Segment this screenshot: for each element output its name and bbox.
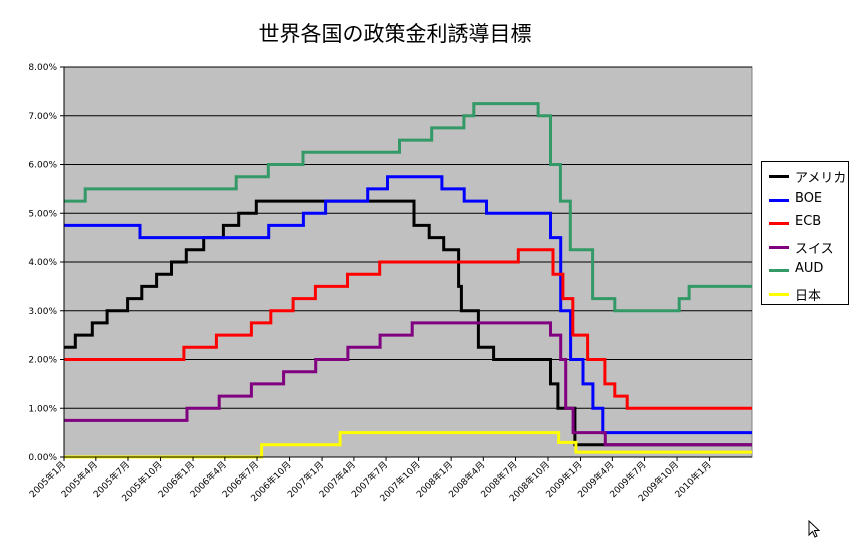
legend-item: ECB — [766, 212, 850, 234]
legend-label: AUD — [795, 261, 824, 276]
y-tick-label: 1.00% — [28, 404, 57, 414]
legend-item: AUD — [766, 259, 850, 281]
series-line-AUD — [64, 102, 752, 313]
legend-label: ECB — [795, 214, 822, 229]
legend-item: スイス — [766, 236, 850, 258]
y-tick-label: 3.00% — [28, 307, 57, 317]
series-line-ECB — [64, 248, 752, 410]
series-line-日本 — [64, 431, 752, 459]
y-tick-label: 0.00% — [28, 453, 57, 463]
y-tick-label: 7.00% — [28, 112, 57, 122]
legend-swatch — [769, 292, 789, 296]
y-tick-label: 6.00% — [28, 161, 57, 171]
legend-label: BOE — [795, 190, 823, 206]
series-line-スイス — [64, 321, 752, 447]
x-axis: 2005年1月2005年4月2005年7月2005年10月2006年1月2006… — [27, 457, 714, 504]
legend-swatch — [769, 245, 789, 249]
y-tick-label: 5.00% — [28, 209, 57, 219]
legend-label: アメリカ — [795, 171, 847, 186]
y-tick-label: 8.00% — [28, 63, 57, 73]
series-line-BOE — [64, 175, 752, 435]
legend-swatch — [769, 175, 789, 178]
y-axis: 0.00% 1.00% 2.00% 3.00% 4.00% 5.00% 6.00% 7.00%… — [28, 63, 752, 463]
legend-item: アメリカ — [766, 165, 850, 187]
mouse-cursor-icon — [808, 520, 821, 538]
chart-title: 世界各国の政策金利誘導目標 — [258, 22, 532, 46]
legend-item: BOE — [766, 189, 850, 211]
legend-label: スイス — [795, 241, 834, 257]
y-tick-label: 4.00% — [28, 258, 57, 268]
legend-swatch — [769, 222, 789, 225]
legend: アメリカ BOE ECB スイス AUD 日本 — [761, 161, 849, 305]
series-line-アメリカ — [64, 199, 752, 447]
series-layer — [64, 102, 752, 459]
legend-item: 日本 — [766, 283, 850, 305]
legend-swatch — [769, 198, 789, 202]
legend-label: 日本 — [795, 288, 822, 304]
legend-swatch — [769, 269, 789, 272]
y-tick-label: 2.00% — [28, 356, 57, 366]
